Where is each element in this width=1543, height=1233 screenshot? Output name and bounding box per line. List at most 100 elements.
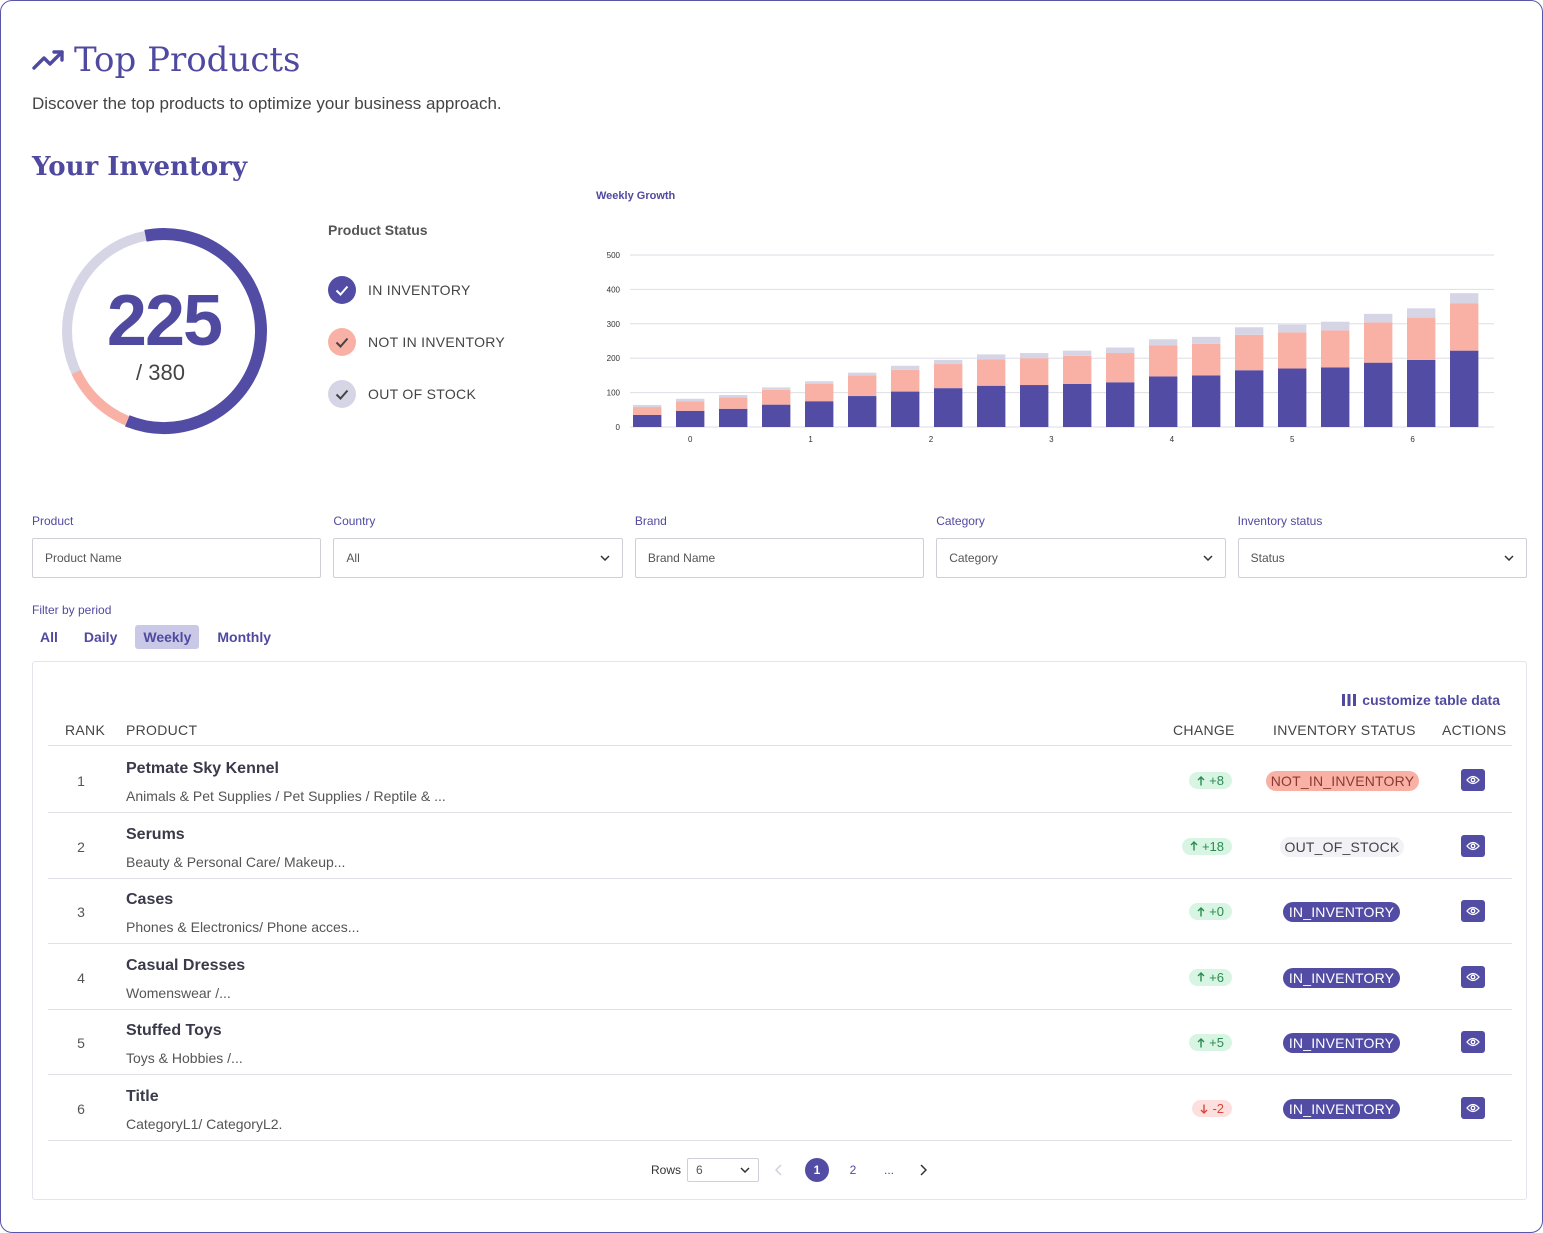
bar-segment-0-16 xyxy=(1321,367,1350,427)
arrow-up-icon xyxy=(1197,775,1205,785)
tab-weekly[interactable]: Weekly xyxy=(135,625,200,649)
view-product-button[interactable] xyxy=(1461,1097,1485,1119)
x-tick-label: 1 xyxy=(808,435,813,444)
table-row[interactable]: 4 Casual Dresses Womenswear /... +6 IN_INVEN… xyxy=(48,944,1512,1010)
rows-per-page-value: 6 xyxy=(696,1163,703,1177)
bar-segment-2-19 xyxy=(1450,293,1479,304)
filter-brand: Brand Brand Name xyxy=(634,514,925,578)
table-row[interactable]: 5 Stuffed Toys Toys & Hobbies /... +5 IN_INV… xyxy=(48,1009,1512,1076)
y-tick-label: 300 xyxy=(607,320,621,329)
filter-input[interactable]: Product Name xyxy=(32,538,322,578)
y-tick-label: 400 xyxy=(607,285,621,294)
eye-icon xyxy=(1466,841,1480,850)
next-page-button[interactable] xyxy=(911,1158,935,1182)
bar-segment-1-11 xyxy=(1106,353,1135,383)
bar-segment-0-4 xyxy=(805,401,834,427)
filter-select[interactable]: Status xyxy=(1237,538,1528,578)
legend-label: OUT OF STOCK xyxy=(368,386,477,402)
donut-segment-in-inventory xyxy=(61,228,267,434)
tab-monthly[interactable]: Monthly xyxy=(217,629,272,645)
check-icon xyxy=(335,389,349,400)
legend-item[interactable]: IN INVENTORY xyxy=(328,264,505,316)
row-rank: 2 xyxy=(77,838,85,855)
table-row[interactable]: 3 Cases Phones & Electronics/ Phone acces.… xyxy=(48,878,1512,945)
bar-segment-0-15 xyxy=(1278,368,1307,427)
bar-segment-2-11 xyxy=(1106,347,1135,354)
x-tick-label: 5 xyxy=(1290,435,1295,444)
header-inventory-status: INVENTORY STATUS xyxy=(1273,722,1416,738)
page-2-button[interactable]: 2 xyxy=(849,1163,857,1177)
product-name: Petmate Sky Kennel xyxy=(126,760,279,777)
legend-label: IN INVENTORY xyxy=(368,282,471,298)
check-icon xyxy=(335,337,349,348)
inventory-status-badge: IN_INVENTORY xyxy=(1283,1033,1400,1054)
product-name: Stuffed Toys xyxy=(126,1022,222,1040)
bar-segment-0-2 xyxy=(719,408,748,427)
bar-segment-0-12 xyxy=(1149,376,1178,427)
product-name: Casual Dresses xyxy=(126,956,246,974)
tab-all[interactable]: All xyxy=(40,629,58,645)
legend-item[interactable]: NOT IN INVENTORY xyxy=(328,316,505,368)
change-badge: +0 xyxy=(1189,903,1232,921)
bar-segment-2-15 xyxy=(1278,324,1307,333)
bar-segment-0-17 xyxy=(1364,362,1393,427)
prev-page-button[interactable] xyxy=(767,1158,791,1182)
bar-segment-1-13 xyxy=(1192,343,1221,376)
header-actions: ACTIONS xyxy=(1442,722,1507,738)
product-name: Cases xyxy=(126,891,174,909)
eye-icon xyxy=(1466,1038,1480,1047)
x-tick-label: 2 xyxy=(929,435,934,444)
filter-input[interactable]: Brand Name xyxy=(634,538,925,578)
page-ellipsis: ... xyxy=(884,1163,895,1177)
period-filter-label: Filter by period xyxy=(32,603,112,617)
view-product-button[interactable] xyxy=(1461,1031,1485,1054)
change-badge: -2 xyxy=(1192,1100,1232,1117)
view-product-button[interactable] xyxy=(1461,965,1485,988)
change-value: +6 xyxy=(1209,969,1224,985)
filter-select[interactable]: Category xyxy=(936,538,1226,578)
customize-table-button[interactable]: customize table data xyxy=(1342,692,1500,708)
filter-category: Category Category xyxy=(936,514,1226,578)
filter-select[interactable]: All xyxy=(333,538,623,578)
view-product-button[interactable] xyxy=(1461,900,1485,923)
chevron-down-icon xyxy=(1203,555,1213,561)
bar-segment-1-10 xyxy=(1063,355,1092,384)
pagination: Rows 6 1 2... xyxy=(651,1158,935,1182)
table-row[interactable]: 6 Title CategoryL1/ CategoryL2. -2 IN_INVENT… xyxy=(48,1075,1512,1141)
filter-label: Inventory status xyxy=(1237,514,1323,528)
product-status-legend: Product Status IN INVENTORY NOT IN INVENT… xyxy=(328,222,505,420)
arrow-up-icon xyxy=(1197,972,1205,982)
arrow-up-icon xyxy=(1197,1037,1205,1048)
change-badge: +5 xyxy=(1189,1034,1232,1052)
bar-segment-0-10 xyxy=(1063,384,1092,427)
table-row[interactable]: 2 Serums Beauty & Personal Care/ Makeup...… xyxy=(48,813,1512,879)
y-tick-label: 0 xyxy=(616,423,621,432)
bar-segment-1-5 xyxy=(848,375,877,397)
view-product-button[interactable] xyxy=(1461,834,1485,857)
table-header: RANK PRODUCT CHANGE INVENTORY STATUS ACT… xyxy=(48,722,1512,746)
bar-segment-2-16 xyxy=(1321,321,1350,331)
inventory-status-badge: IN_INVENTORY xyxy=(1283,967,1400,988)
x-tick-label: 4 xyxy=(1170,435,1175,444)
header-product: PRODUCT xyxy=(126,722,198,738)
bar-segment-2-5 xyxy=(848,372,877,376)
table-row[interactable]: 1 Petmate Sky Kennel Animals & Pet Supplie… xyxy=(48,747,1512,813)
rows-per-page-select[interactable]: 6 xyxy=(687,1158,760,1182)
chevron-down-icon xyxy=(600,555,610,561)
inventory-status-badge: IN_INVENTORY xyxy=(1283,902,1400,923)
change-value: +0 xyxy=(1209,904,1224,920)
change-badge: +8 xyxy=(1189,772,1232,789)
tab-daily[interactable]: Daily xyxy=(83,629,118,645)
bar-segment-1-15 xyxy=(1278,332,1307,369)
view-product-button[interactable] xyxy=(1461,769,1485,791)
product-category: Beauty & Personal Care/ Makeup... xyxy=(126,853,346,870)
bar-segment-1-19 xyxy=(1450,303,1479,351)
bar-segment-0-6 xyxy=(891,391,920,427)
bar-segment-1-4 xyxy=(805,384,834,402)
legend-item[interactable]: OUT OF STOCK xyxy=(328,368,505,420)
bar-segment-2-8 xyxy=(977,354,1006,360)
rows-label: Rows xyxy=(651,1163,682,1177)
bar-segment-1-8 xyxy=(977,359,1006,386)
page-1-button[interactable]: 1 xyxy=(805,1158,830,1182)
filter-label: Category xyxy=(936,514,985,528)
